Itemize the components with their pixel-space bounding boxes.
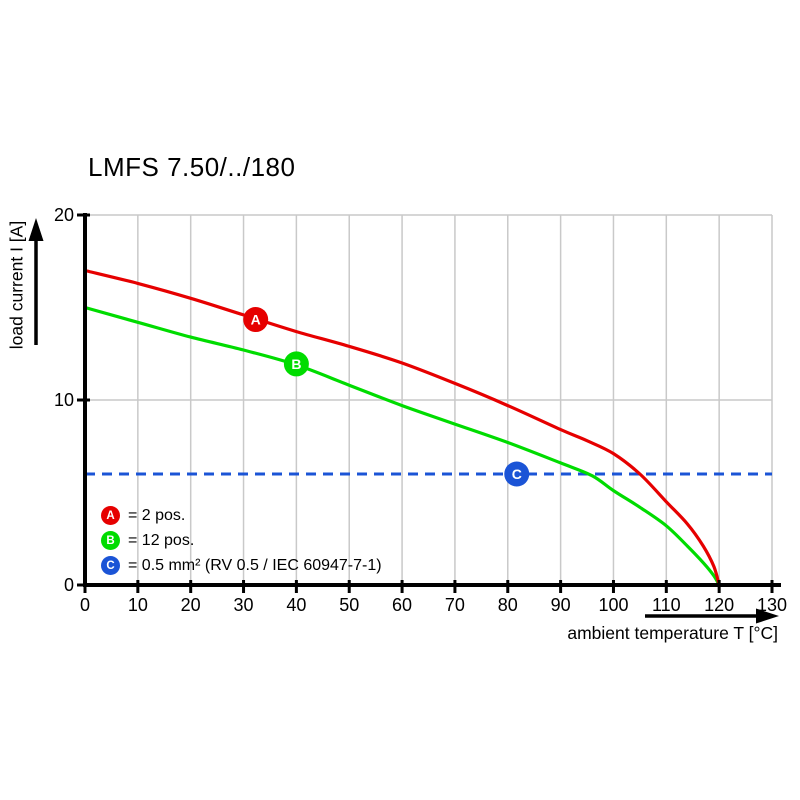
y-tick-label: 10 — [54, 390, 74, 410]
x-tick-label: 80 — [498, 595, 518, 615]
y-tick-label: 0 — [64, 575, 74, 595]
marker-letter-A: A — [251, 312, 261, 328]
marker-letter-B: B — [291, 356, 301, 372]
x-tick-label: 10 — [128, 595, 148, 615]
legend-bullet-C-icon: C — [101, 556, 120, 575]
x-tick-label: 70 — [445, 595, 465, 615]
legend-item-C: C = 0.5 mm² (RV 0.5 / IEC 60947-7-1) — [101, 553, 382, 578]
x-axis-arrowhead-icon — [756, 608, 779, 624]
marker-B — [283, 351, 309, 377]
legend-label-C: = 0.5 mm² (RV 0.5 / IEC 60947-7-1) — [128, 556, 382, 574]
legend-item-A: A = 2 pos. — [101, 503, 382, 528]
legend-label-A: = 2 pos. — [128, 506, 186, 524]
y-axis-arrowhead-icon — [28, 218, 44, 241]
x-tick-label: 90 — [551, 595, 571, 615]
legend-bullet-B-icon: B — [101, 531, 120, 550]
marker-C — [504, 461, 530, 487]
x-axis-label: ambient temperature T [°C] — [567, 623, 778, 643]
x-tick-label: 130 — [757, 595, 787, 615]
legend-bullet-A-icon: A — [101, 506, 120, 525]
legend-item-B: B = 12 pos. — [101, 528, 382, 553]
y-tick-label: 20 — [54, 205, 74, 225]
x-tick-label: 100 — [598, 595, 628, 615]
x-tick-label: 50 — [339, 595, 359, 615]
legend-label-B: = 12 pos. — [128, 531, 195, 549]
x-tick-label: 110 — [652, 595, 681, 615]
x-tick-label: 20 — [181, 595, 201, 615]
curve-B — [83, 305, 721, 587]
curve-A — [83, 268, 721, 587]
marker-letter-C: C — [512, 466, 522, 482]
x-tick-label: 60 — [392, 595, 412, 615]
chart-title: LMFS 7.50/../180 — [88, 152, 296, 182]
x-tick-label: 40 — [286, 595, 306, 615]
x-tick-label: 30 — [234, 595, 254, 615]
marker-A — [243, 307, 269, 333]
x-tick-label: 120 — [704, 595, 734, 615]
x-tick-label: 0 — [80, 595, 90, 615]
legend: A = 2 pos. B = 12 pos. C = 0.5 mm² (RV 0.5 / … — [101, 503, 382, 578]
